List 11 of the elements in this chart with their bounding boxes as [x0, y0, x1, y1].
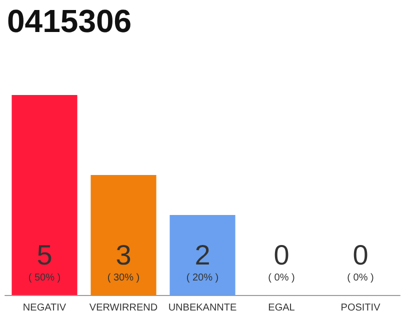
chart-title: 0415306	[7, 3, 132, 39]
x-tick-label: NEGATIV	[22, 302, 66, 314]
x-tick-label: UNBEKANNTE	[168, 302, 237, 314]
data-label: 2 ( 20% )	[186, 240, 219, 284]
x-tick-label: POSITIV	[340, 302, 381, 314]
data-label: 5 ( 50% )	[28, 240, 61, 284]
data-label: 3 ( 30% )	[107, 240, 140, 284]
x-tick-label: EGAL	[268, 302, 296, 314]
data-label: 0 ( 0% )	[347, 240, 374, 284]
x-tick-label: VERWIRREND	[89, 302, 158, 314]
data-label: 0 ( 0% )	[268, 240, 295, 284]
